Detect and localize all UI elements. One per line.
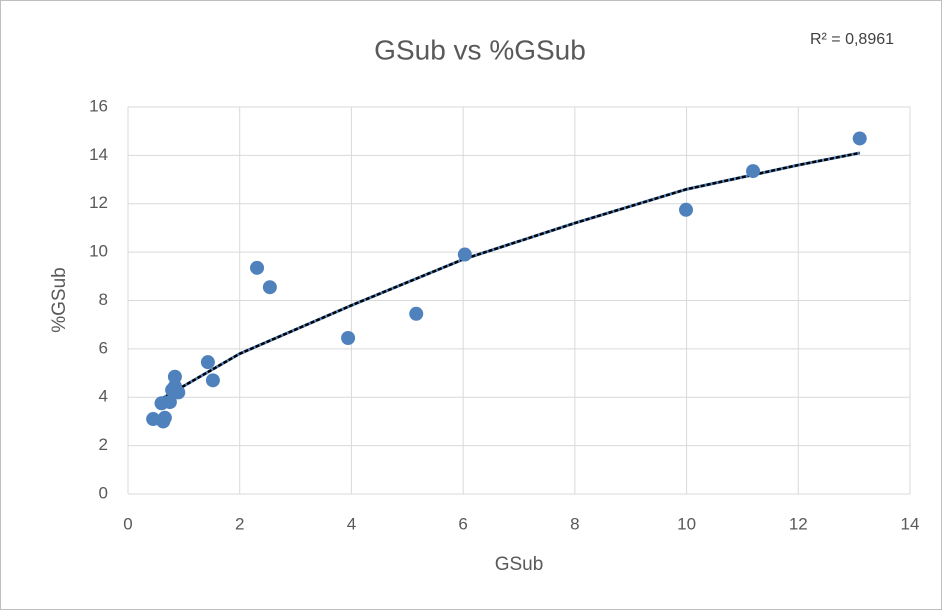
y-tick-label: 8 xyxy=(99,290,108,309)
x-tick-label: 6 xyxy=(458,514,467,533)
point xyxy=(162,395,177,410)
trendline xyxy=(155,151,860,404)
point xyxy=(457,247,472,262)
point xyxy=(250,260,265,275)
point xyxy=(341,330,356,345)
y-tick-label: 12 xyxy=(89,193,108,212)
point xyxy=(746,164,761,179)
y-tick-label: 0 xyxy=(99,483,108,502)
x-tick-label: 14 xyxy=(901,514,920,533)
y-axis-label: %GSub xyxy=(49,267,70,332)
point xyxy=(205,373,220,388)
point xyxy=(679,202,694,217)
x-tick-label: 0 xyxy=(123,514,132,533)
point xyxy=(171,385,186,400)
x-tick-label: 2 xyxy=(235,514,244,533)
point xyxy=(262,280,277,295)
x-tick-label: 8 xyxy=(570,514,579,533)
x-axis-label: GSub xyxy=(495,554,544,575)
point xyxy=(200,355,215,370)
point xyxy=(157,410,172,425)
point xyxy=(167,369,182,384)
x-tick-label: 4 xyxy=(347,514,356,533)
y-tick-label: 2 xyxy=(99,435,108,454)
r-squared: R² = 0,8961 xyxy=(810,31,894,48)
point xyxy=(409,306,424,321)
y-tick-label: 6 xyxy=(99,338,108,357)
chart-title: GSub vs %GSub xyxy=(374,34,586,65)
point xyxy=(852,131,867,146)
x-tick-label: 10 xyxy=(677,514,696,533)
x-tick-label: 12 xyxy=(789,514,808,533)
y-tick-label: 4 xyxy=(99,387,108,406)
y-tick-label: 14 xyxy=(89,145,108,164)
y-tick-label: 16 xyxy=(89,96,108,115)
y-tick-label: 10 xyxy=(89,242,108,261)
